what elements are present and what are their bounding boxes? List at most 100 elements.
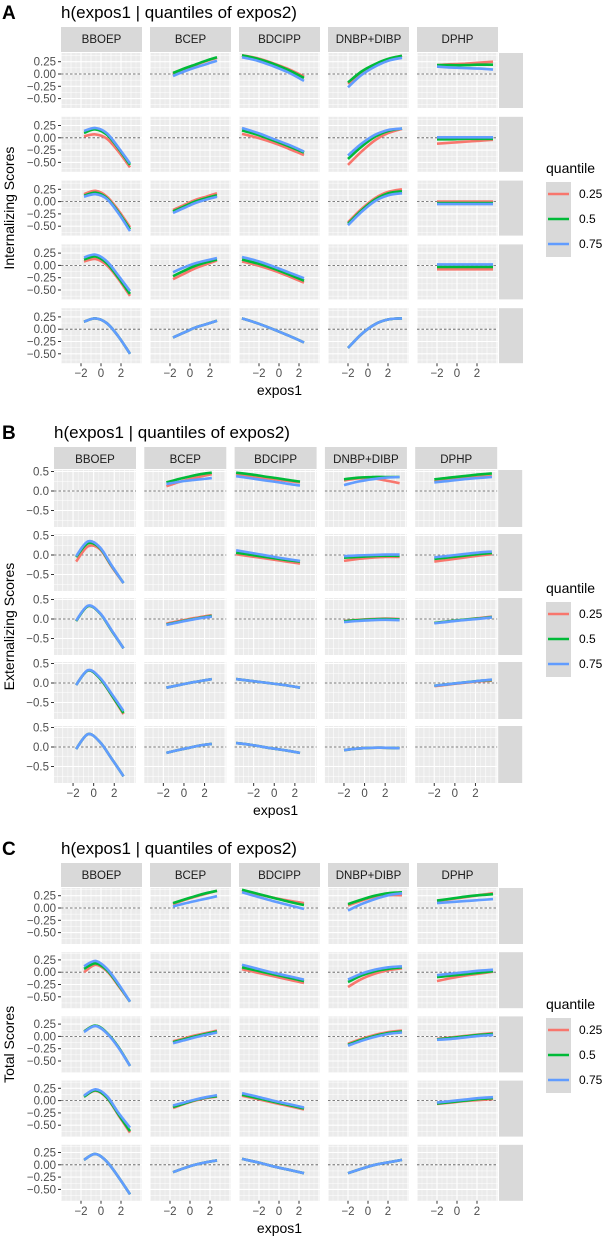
- series-line-q0.75: [75, 539, 125, 584]
- y-tick-label: −0.25: [27, 980, 56, 992]
- x-tick-label: 2: [207, 368, 213, 380]
- row-strip: [499, 180, 523, 236]
- series-line-q0.5: [434, 472, 493, 481]
- facet-panel: [324, 662, 407, 719]
- column-strip-label: DNBP+DIBP: [336, 34, 402, 46]
- facet-panel: [327, 308, 409, 364]
- legend-title: quantile: [546, 996, 595, 1012]
- series-line-q0.75: [347, 127, 403, 157]
- y-tick-label: 0.5: [33, 595, 49, 607]
- x-tick-label: 0: [454, 368, 460, 380]
- x-tick-label: 0: [365, 1206, 371, 1218]
- y-tick-label: 0.5: [33, 531, 49, 543]
- series-line-q0.75: [172, 1093, 218, 1107]
- series-line-q0.25: [83, 133, 132, 169]
- row-strip: [499, 308, 523, 364]
- facet-panel: [149, 180, 231, 236]
- x-tick-label: −2: [341, 368, 354, 380]
- facet-panel: [149, 53, 231, 108]
- facet-panel: [238, 180, 320, 236]
- facet-background: [324, 598, 407, 655]
- facet-panel: [415, 662, 498, 719]
- facet-panel: [149, 952, 231, 1009]
- x-tick-label: −2: [252, 368, 265, 380]
- series-line-q0.75: [235, 474, 301, 487]
- column-strip: [150, 27, 231, 52]
- series-line-q0.5: [347, 54, 403, 84]
- y-tick-label: 0.0: [33, 742, 49, 754]
- y-axis-title: Externalizing Scores: [1, 563, 17, 691]
- x-tick-label: −2: [337, 788, 350, 800]
- series-line-q0.5: [241, 258, 305, 282]
- x-axis-title: expos1: [253, 802, 298, 818]
- y-tick-label: 0.25: [34, 955, 56, 967]
- facet-background: [144, 726, 227, 783]
- facet-panel: [327, 888, 409, 944]
- legend-label: 0.25: [579, 1023, 603, 1037]
- facet-panel: [238, 308, 320, 364]
- facet-panel: [144, 598, 227, 655]
- series-line-q0.75: [434, 616, 493, 625]
- facet-panel: [324, 470, 407, 527]
- facet-background: [324, 726, 407, 783]
- series-line-q0.75: [347, 1031, 403, 1047]
- series-line-q0.75: [436, 897, 494, 905]
- y-tick-label: −0.5: [26, 570, 49, 582]
- facet-panel: [149, 116, 231, 172]
- x-tick-label: 2: [207, 1206, 213, 1218]
- panel-title: h(expos1 | quantiles of expos2): [61, 3, 297, 22]
- x-tick-label: 0: [181, 788, 187, 800]
- column-strip: [328, 27, 409, 52]
- facet-panel: [416, 180, 498, 236]
- facet-panel: [60, 1016, 142, 1073]
- row-strip: [499, 53, 523, 108]
- facet-panel: [416, 888, 498, 944]
- series-line-q0.5: [347, 966, 403, 984]
- y-tick-label: −0.5: [26, 698, 49, 710]
- y-tick-label: −0.25: [27, 1108, 56, 1120]
- y-tick-label: 0.5: [33, 659, 49, 671]
- y-tick-label: 0.00: [34, 197, 56, 209]
- facet-background: [54, 470, 136, 527]
- facet-panel: [416, 1080, 498, 1137]
- x-tick-label: −2: [74, 1206, 87, 1218]
- row-strip: [498, 534, 523, 591]
- series-line-q0.75: [241, 317, 305, 344]
- series-line-q0.25: [241, 132, 305, 157]
- x-tick-label: 0: [452, 788, 458, 800]
- x-tick-label: 2: [296, 368, 302, 380]
- x-tick-label: 2: [201, 788, 207, 800]
- y-tick-label: 0.00: [34, 967, 56, 979]
- y-tick-label: −0.25: [27, 209, 56, 221]
- facet-panel: [238, 888, 320, 944]
- series-line-q0.75: [83, 192, 132, 232]
- series-line-q0.5: [172, 889, 218, 905]
- facet-background: [415, 598, 498, 655]
- facet-panel: [149, 1080, 231, 1137]
- series-line-q0.5: [241, 888, 305, 907]
- y-tick-label: 0.25: [34, 1148, 56, 1160]
- x-tick-label: 0: [454, 1206, 460, 1218]
- series-line-q0.5: [241, 54, 305, 80]
- facet-background: [234, 662, 317, 719]
- x-tick-label: −2: [157, 788, 170, 800]
- facet-background: [415, 726, 498, 783]
- legend-label: 0.5: [579, 212, 596, 226]
- facet-panel: [238, 952, 320, 1009]
- facet-panel: [54, 470, 136, 527]
- facet-panel: [54, 598, 136, 655]
- series-line-q0.75: [347, 191, 403, 227]
- facet-background: [234, 726, 317, 783]
- series-line-q0.75: [172, 59, 218, 78]
- column-strip: [415, 447, 498, 469]
- x-tick-label: 0: [98, 368, 104, 380]
- column-strip: [234, 447, 317, 469]
- column-strip: [150, 863, 231, 887]
- facet-panel: [60, 1144, 142, 1201]
- series-line-q0.75: [83, 253, 132, 292]
- column-strip-label: DPHP: [442, 34, 474, 46]
- series-line-q0.75: [235, 549, 301, 563]
- series-line-q0.75: [166, 615, 212, 627]
- facet-panel: [149, 1016, 231, 1073]
- facet-panel: [144, 534, 227, 591]
